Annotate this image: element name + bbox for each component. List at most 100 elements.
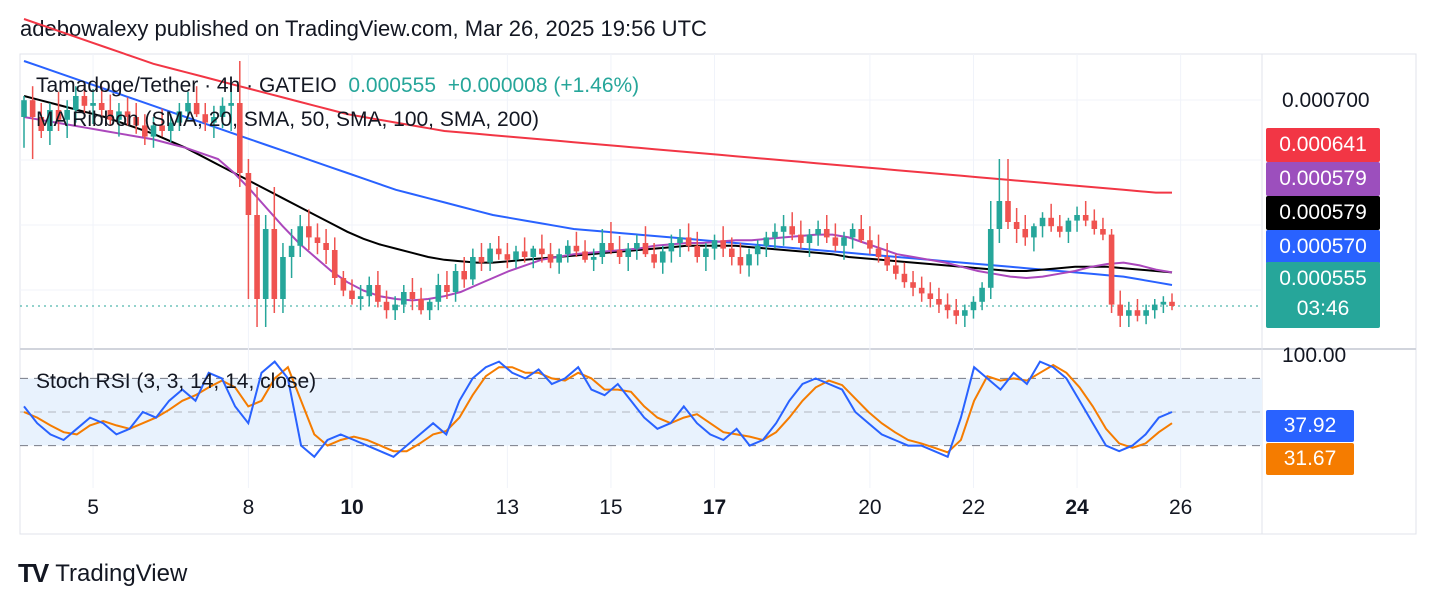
candle-body-69 xyxy=(616,250,623,257)
tag-stoch-d: 31.67 xyxy=(1266,443,1354,475)
publish-header: adebowalexy published on TradingView.com… xyxy=(20,16,707,41)
candle-body-30 xyxy=(280,257,286,299)
candle-body-14 xyxy=(142,125,148,137)
candle-body-24 xyxy=(228,103,234,106)
candle-body-8 xyxy=(90,103,96,106)
candle-body-52 xyxy=(470,257,476,280)
candle-body-40 xyxy=(366,285,373,297)
candle-body-109 xyxy=(962,310,968,316)
candle-body-131 xyxy=(1151,304,1158,311)
ma-ribbon-legend: MA Ribbon (SMA, 20, SMA, 50, SMA, 100, S… xyxy=(36,108,540,131)
candle-body-96 xyxy=(849,229,856,238)
sma200-line xyxy=(23,18,1172,194)
candle-body-41 xyxy=(375,285,381,302)
candle-body-93 xyxy=(823,229,830,238)
candle-body-23 xyxy=(219,105,226,117)
candle-body-16 xyxy=(159,125,165,131)
candle-body-35 xyxy=(323,243,329,250)
candle-body-65 xyxy=(582,251,588,260)
candle-body-129 xyxy=(1134,310,1141,316)
candle-body-126 xyxy=(1108,234,1115,305)
osc-label-100: 100.00 xyxy=(1282,344,1347,367)
tag-countdown: 03:46 xyxy=(1296,297,1350,320)
candle-body-25 xyxy=(236,103,243,173)
candle-body-42 xyxy=(383,301,390,311)
candle-body-95 xyxy=(841,237,847,246)
candle-body-10 xyxy=(107,110,114,120)
candle-body-115 xyxy=(1013,222,1020,229)
candle-body-128 xyxy=(1126,310,1132,316)
symbol-name: Tamadoge/Tether · 4h · GATEIO xyxy=(36,74,337,97)
candle-body-122 xyxy=(1074,215,1080,221)
candle-body-117 xyxy=(1031,226,1037,238)
candle-body-50 xyxy=(452,271,459,292)
candle-body-133 xyxy=(1169,301,1175,306)
candle-body-103 xyxy=(910,282,916,288)
candle-body-73 xyxy=(651,254,657,263)
last-price: 0.000555 xyxy=(348,74,437,97)
candle-body-88 xyxy=(780,226,787,232)
candle-body-104 xyxy=(918,287,925,294)
candle-body-106 xyxy=(936,299,942,305)
candle-body-77 xyxy=(685,237,692,246)
stoch-k-line xyxy=(23,360,1173,459)
x-tick-label-8: 24 xyxy=(1065,496,1089,519)
candle-body-98 xyxy=(867,240,873,249)
candle-body-13 xyxy=(133,117,140,126)
x-tick-label-4: 15 xyxy=(599,496,623,519)
candle-body-64 xyxy=(573,245,580,252)
candle-body-99 xyxy=(875,248,882,257)
x-tick-label-2: 10 xyxy=(340,496,364,519)
candle-body-11 xyxy=(116,111,122,120)
candle-body-34 xyxy=(314,237,321,243)
candle-body-17 xyxy=(167,122,174,131)
sma50-line xyxy=(23,95,1173,274)
candle-body-84 xyxy=(746,254,752,266)
tag-sma100: 0.000570 xyxy=(1266,230,1380,264)
x-tick-label-1: 8 xyxy=(242,496,255,519)
candle-body-102 xyxy=(901,273,908,283)
candle-body-111 xyxy=(979,287,985,302)
candle-body-0 xyxy=(21,100,27,117)
candle-body-67 xyxy=(599,243,606,257)
candle-body-83 xyxy=(737,257,744,266)
candle-body-39 xyxy=(357,296,364,299)
candle-body-26 xyxy=(245,173,252,215)
candle-body-44 xyxy=(400,292,407,305)
candle-body-75 xyxy=(668,243,675,252)
candle-body-2 xyxy=(38,117,45,131)
candle-body-119 xyxy=(1048,217,1054,227)
candle-body-36 xyxy=(331,250,338,278)
candle-body-78 xyxy=(694,245,701,257)
candle-body-59 xyxy=(530,248,537,257)
candle-body-21 xyxy=(202,114,209,123)
candle-body-72 xyxy=(642,243,649,255)
candle-body-19 xyxy=(185,103,191,112)
candle-body-37 xyxy=(340,278,347,291)
candle-body-9 xyxy=(98,103,105,110)
candle-body-12 xyxy=(124,111,131,117)
tag-stoch-k: 37.92 xyxy=(1266,410,1354,442)
tag-sma20: 0.000579 xyxy=(1266,162,1380,196)
candle-body-132 xyxy=(1160,301,1167,305)
candle-body-57 xyxy=(513,251,519,260)
candle-body-48 xyxy=(435,285,442,302)
candle-body-63 xyxy=(564,245,571,255)
chart-frame xyxy=(19,53,1417,535)
candle-body-120 xyxy=(1056,226,1063,232)
tag-sma200: 0.000641 xyxy=(1266,128,1380,162)
tradingview-logo-icon: TV xyxy=(18,558,49,588)
candle-body-55 xyxy=(495,248,502,255)
candle-body-121 xyxy=(1065,220,1072,232)
candle-body-94 xyxy=(832,237,839,246)
candle-body-127 xyxy=(1117,304,1124,316)
candle-body-80 xyxy=(711,240,718,249)
candle-body-114 xyxy=(1005,201,1011,222)
candle-body-6 xyxy=(72,96,79,110)
candle-body-43 xyxy=(392,304,398,311)
candle-body-5 xyxy=(64,110,70,120)
candle-body-105 xyxy=(927,293,934,299)
x-tick-label-6: 20 xyxy=(858,496,882,519)
candle-body-18 xyxy=(176,111,183,123)
